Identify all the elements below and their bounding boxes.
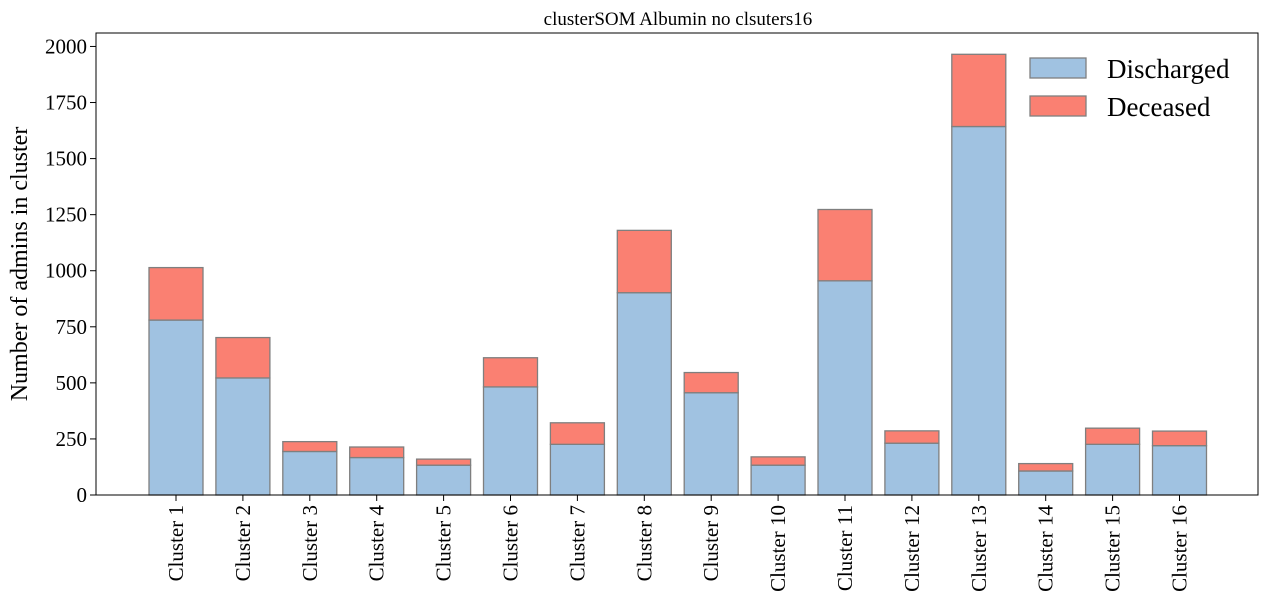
legend-swatch-deceased	[1029, 95, 1087, 117]
bar-deceased-15	[1084, 427, 1141, 445]
bar-discharged-10	[750, 464, 806, 496]
bar-discharged-13	[951, 125, 1007, 496]
x-tick-label: Cluster 15	[1101, 505, 1125, 592]
bar-discharged-11	[817, 280, 873, 496]
bar-deceased-11	[817, 208, 873, 282]
y-tick-label: 2000	[45, 34, 87, 58]
bar-discharged-16	[1151, 445, 1208, 496]
bar-discharged-6	[482, 386, 539, 496]
y-axis-label: Number of admins in cluster	[7, 127, 33, 402]
bar-discharged-9	[683, 392, 739, 496]
bar-deceased-7	[549, 422, 606, 445]
bar-deceased-10	[750, 456, 806, 466]
legend: Discharged Deceased	[1029, 54, 1230, 122]
bar-discharged-8	[616, 292, 672, 496]
legend-label-discharged: Discharged	[1107, 54, 1230, 84]
x-tick-label: Cluster 7	[565, 505, 589, 581]
bar-discharged-5	[415, 464, 472, 496]
bar-deceased-3	[282, 440, 338, 453]
y-tick-label: 0	[77, 483, 88, 507]
bar-discharged-3	[282, 450, 338, 496]
x-tick-label: Cluster 6	[499, 505, 523, 581]
bar-deceased-9	[683, 371, 739, 394]
x-tick-label: Cluster 4	[365, 505, 389, 582]
plot-frame	[95, 32, 1259, 496]
bar-deceased-8	[616, 229, 672, 294]
bar-deceased-14	[1018, 462, 1074, 472]
bar-discharged-7	[549, 443, 606, 496]
bar-discharged-1	[148, 319, 204, 496]
chart-title: clusterSOM Albumin no clsuters16	[544, 9, 813, 30]
x-tick-label: Cluster 10	[766, 505, 790, 592]
y-tick-label: 750	[56, 315, 88, 339]
bar-discharged-2	[215, 377, 271, 496]
y-tick-label: 250	[56, 427, 88, 451]
x-tick-label: Cluster 3	[298, 505, 322, 581]
x-tick-label: Cluster 8	[632, 505, 656, 581]
bar-deceased-6	[482, 357, 539, 388]
x-tick-label: Cluster 16	[1168, 505, 1192, 592]
bar-deceased-2	[215, 336, 271, 379]
bar-discharged-14	[1018, 470, 1074, 496]
bar-discharged-15	[1084, 443, 1141, 496]
y-tick-label: 1250	[45, 203, 87, 227]
y-tick-label: 1500	[45, 147, 87, 171]
bar-deceased-1	[148, 266, 204, 321]
bar-deceased-5	[415, 458, 472, 466]
y-tick-label: 500	[56, 371, 88, 395]
x-tick-label: Cluster 5	[432, 505, 456, 581]
x-tick-label: Cluster 1	[164, 505, 188, 581]
y-tick-label: 1000	[45, 259, 87, 283]
legend-swatch-discharged	[1029, 57, 1087, 79]
x-tick-label: Cluster 14	[1034, 505, 1058, 592]
bar-discharged-12	[884, 442, 940, 496]
x-tick-label: Cluster 11	[833, 505, 857, 591]
bar-deceased-12	[884, 430, 940, 444]
x-tick-label: Cluster 13	[967, 505, 991, 592]
bar-deceased-4	[349, 446, 405, 459]
axes-group: 0 250 500 750 1000 1250 1500 1750 2000 Cluster 1 C…	[45, 32, 1259, 592]
bar-deceased-16	[1151, 430, 1208, 447]
legend-label-deceased: Deceased	[1107, 92, 1211, 122]
bars-group	[148, 53, 1208, 496]
x-tick-label: Cluster 12	[900, 505, 924, 592]
y-tick-label: 1750	[45, 91, 87, 115]
bar-deceased-13	[951, 53, 1007, 128]
x-tick-label: Cluster 2	[231, 505, 255, 581]
x-tick-label: Cluster 9	[699, 505, 723, 581]
bar-discharged-4	[349, 456, 405, 496]
